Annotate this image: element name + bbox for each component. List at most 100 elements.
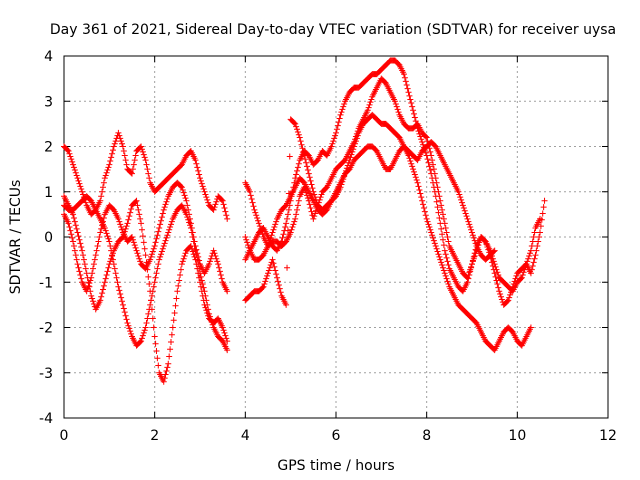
data-point: [144, 315, 151, 322]
data-point: [124, 319, 131, 326]
data-point: [182, 195, 189, 202]
data-point: [194, 265, 201, 272]
data-point: [129, 166, 136, 173]
data-point: [445, 281, 452, 288]
data-point: [304, 195, 311, 202]
data-point: [67, 153, 74, 160]
data-point: [333, 129, 339, 136]
data-point: [198, 180, 205, 187]
data-point: [213, 198, 220, 205]
data-point: [460, 205, 467, 212]
data-point: [519, 272, 526, 279]
data-point: [166, 353, 173, 360]
x-tick-label: 8: [422, 428, 431, 444]
data-point: [440, 215, 447, 222]
data-point: [221, 205, 228, 212]
data-point: [64, 147, 71, 154]
data-point: [71, 247, 78, 254]
data-point: [308, 181, 315, 188]
data-point: [101, 224, 108, 231]
data-point: [249, 199, 256, 206]
data-point: [435, 209, 442, 216]
data-point: [114, 279, 121, 286]
data-point: [438, 225, 445, 232]
data-point: [75, 264, 82, 271]
data-point: [196, 257, 203, 264]
data-point: [427, 167, 434, 174]
data-point: [107, 243, 114, 250]
data-point: [156, 224, 163, 231]
data-point: [420, 201, 427, 208]
data-point: [306, 174, 313, 181]
data-point: [432, 175, 439, 182]
data-point: [282, 224, 289, 231]
data-point: [154, 265, 161, 272]
data-point: [118, 138, 125, 145]
data-point: [423, 134, 430, 141]
data-point: [84, 285, 91, 292]
data-point: [250, 203, 257, 210]
data-point: [491, 270, 498, 277]
data-point: [431, 170, 438, 177]
data-point: [364, 107, 371, 114]
data-point: [135, 206, 142, 213]
y-tick-label: -2: [39, 321, 53, 337]
data-point: [101, 175, 108, 182]
data-point: [151, 243, 158, 250]
data-point: [427, 226, 434, 233]
data-point: [95, 238, 102, 245]
data-point: [66, 224, 73, 231]
data-point: [330, 138, 337, 145]
data-point: [463, 213, 470, 220]
data-point: [504, 298, 511, 305]
data-point: [189, 229, 196, 236]
data-point: [184, 202, 191, 209]
data-point: [210, 206, 217, 213]
data-point: [243, 236, 250, 243]
data-point: [336, 115, 343, 122]
data-point: [165, 360, 172, 367]
data-point: [205, 312, 212, 319]
data-point: [108, 255, 115, 262]
data-point: [533, 247, 540, 254]
data-point: [152, 274, 159, 281]
data-point: [103, 230, 110, 237]
data-point: [70, 161, 77, 168]
data-point: [181, 253, 188, 260]
data-point: [109, 147, 116, 154]
data-point: [222, 332, 229, 339]
data-point: [255, 217, 262, 224]
data-point: [415, 183, 422, 190]
data-point: [459, 202, 466, 209]
data-point: [410, 110, 417, 117]
data-point: [193, 160, 200, 167]
data-point: [102, 275, 109, 282]
data-point: [285, 206, 292, 213]
data-point: [416, 186, 423, 193]
data-point: [206, 261, 213, 268]
data-point: [177, 266, 184, 273]
data-point: [161, 375, 168, 382]
data-point: [171, 310, 178, 317]
data-point: [97, 197, 104, 204]
data-point: [292, 215, 299, 222]
data-point: [470, 255, 477, 262]
data-point: [127, 328, 134, 335]
data-point: [123, 223, 130, 230]
data-point: [143, 161, 150, 168]
data-point: [215, 261, 222, 268]
y-tick-label: -4: [39, 411, 53, 427]
data-point: [148, 253, 155, 260]
data-point: [280, 231, 287, 238]
data-point: [518, 274, 525, 281]
data-point: [202, 304, 209, 311]
data-point: [395, 109, 402, 116]
data-point: [195, 253, 202, 260]
data-point: [138, 338, 145, 345]
data-point: [188, 224, 195, 231]
data-point: [261, 281, 268, 288]
data-point: [138, 220, 145, 227]
data-point: [442, 224, 449, 231]
data-point: [109, 150, 116, 157]
data-point: [311, 191, 318, 198]
